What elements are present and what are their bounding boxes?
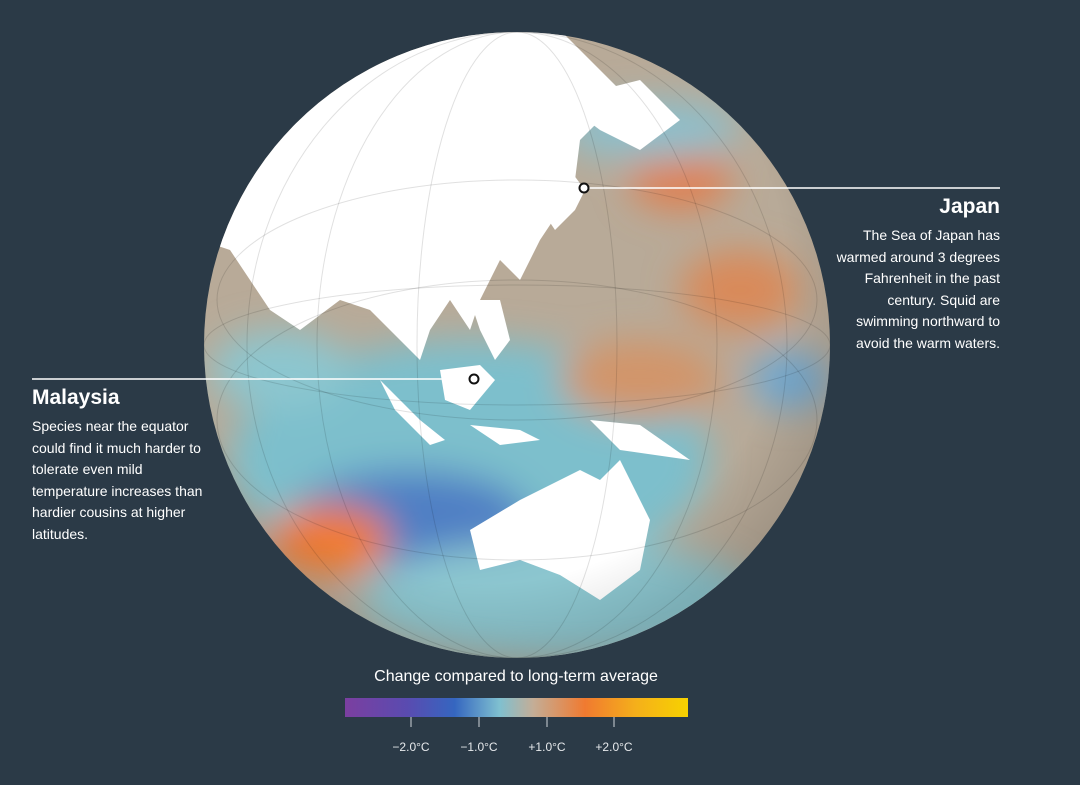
tick-label: −1.0°C xyxy=(460,740,498,754)
japan-marker xyxy=(578,182,590,194)
annotation-title: Malaysia xyxy=(32,386,120,409)
globe xyxy=(204,32,830,658)
tick-label: −2.0°C xyxy=(392,740,430,754)
color-bar-ticks xyxy=(410,717,615,727)
annotation-text: Species near the equator could find it m… xyxy=(32,418,203,542)
annotation-text: The Sea of Japan has warmed around 3 deg… xyxy=(836,227,1000,351)
tick-label: +1.0°C xyxy=(528,740,566,754)
annotation-title: Japan xyxy=(939,195,1000,218)
malaysia-marker xyxy=(468,373,480,385)
legend-title: Change compared to long-term average xyxy=(374,668,658,685)
color-bar xyxy=(345,698,688,717)
tick-label: +2.0°C xyxy=(595,740,633,754)
